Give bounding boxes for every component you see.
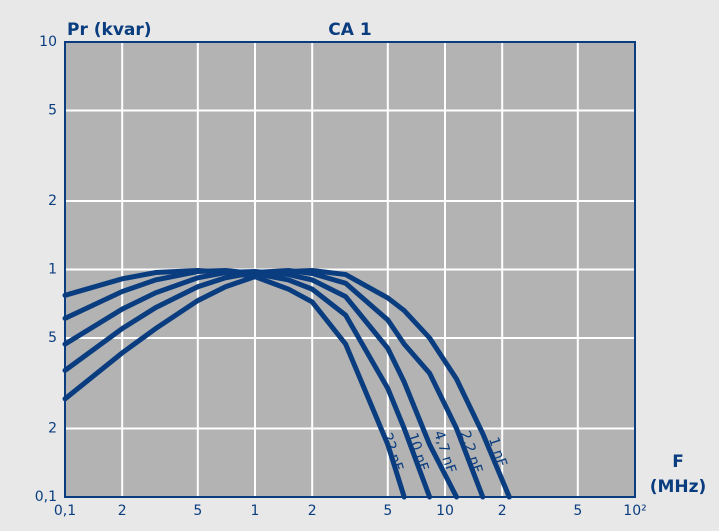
x-tick-label: 2 <box>308 503 317 519</box>
y-tick-label: 5 <box>48 330 57 346</box>
x-axis-label: F <box>672 452 684 472</box>
curve <box>62 267 512 500</box>
y-tick-label: 1 <box>48 262 57 278</box>
plot-border <box>64 41 636 498</box>
y-tick-label: 2 <box>48 193 57 209</box>
x-tick-label: 5 <box>573 503 582 519</box>
x-tick-label: 2 <box>498 503 507 519</box>
x-tick-label: 1 <box>251 503 260 519</box>
curve <box>62 267 433 500</box>
y-axis-label: Pr (kvar) <box>67 20 152 40</box>
x-axis-label: (MHz) <box>650 477 707 497</box>
y-tick-label: 0,1 <box>35 489 57 505</box>
y-tick-label: 5 <box>48 102 57 118</box>
x-tick-label: 10 <box>436 503 454 519</box>
curve <box>62 268 460 500</box>
x-tick-label: 0,1 <box>54 503 76 519</box>
x-tick-label: 5 <box>193 503 202 519</box>
y-tick-label: 10 <box>39 34 57 50</box>
x-tick-label: 10² <box>623 503 646 519</box>
x-tick-label: 5 <box>383 503 392 519</box>
x-tick-label: 2 <box>118 503 127 519</box>
y-tick-label: 2 <box>48 421 57 437</box>
chart-title: CA 1 <box>328 20 371 40</box>
